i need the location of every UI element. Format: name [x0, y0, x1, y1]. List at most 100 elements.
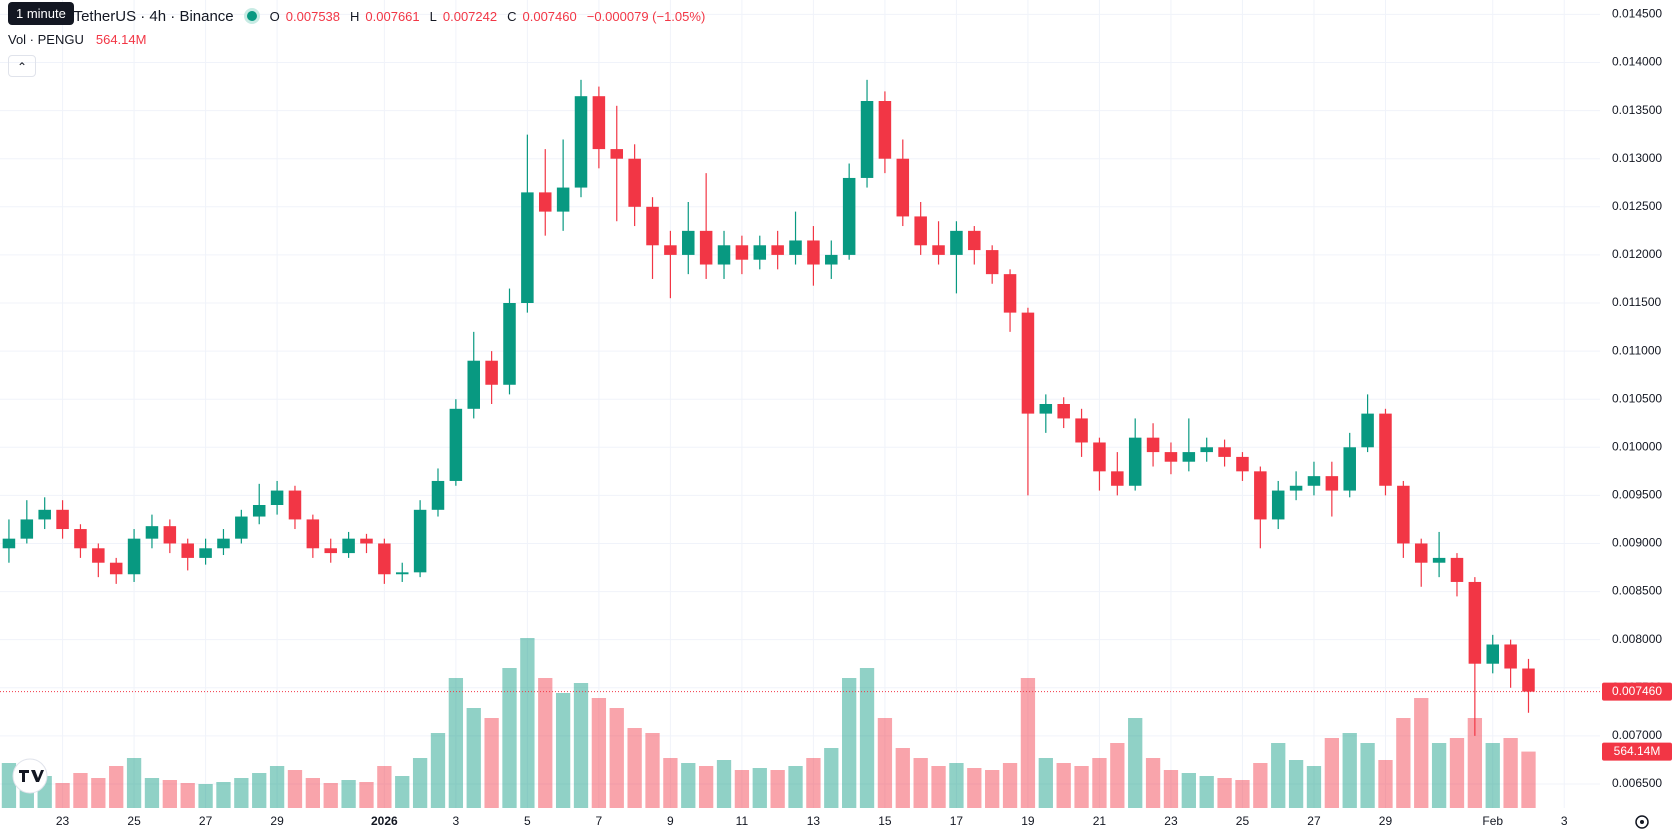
volume-bar [1503, 738, 1518, 808]
candle-body [789, 240, 802, 255]
candle-body [1414, 543, 1428, 563]
volume-bar [198, 784, 213, 808]
candle-body [592, 96, 606, 150]
candle-body [1504, 644, 1517, 669]
volume-bar [466, 708, 481, 808]
y-tick-label: 0.009000 [1612, 536, 1662, 550]
ohlc-value: 0.007661 [365, 8, 420, 24]
y-tick-label: 0.006500 [1612, 776, 1662, 790]
ohlc-key: H [350, 8, 360, 24]
volume-bar [788, 766, 803, 808]
volume-bar [162, 780, 177, 808]
volume-bar [1485, 743, 1500, 808]
y-tick-label: 0.010500 [1612, 391, 1662, 405]
candle-body [38, 509, 51, 520]
y-tick-label: 0.011500 [1612, 295, 1661, 309]
ohlc-key: C [507, 8, 517, 24]
candle-body [431, 480, 445, 510]
volume-bar [484, 718, 499, 808]
volume-bar [770, 770, 785, 808]
volume-bar [395, 776, 410, 808]
candle-body [288, 490, 302, 520]
candle-body [324, 548, 337, 554]
settings-icon[interactable] [1635, 815, 1649, 829]
y-tick-label: 0.012500 [1612, 199, 1662, 213]
volume-bar [1020, 678, 1036, 808]
candle-body [92, 548, 105, 563]
candle-body [306, 519, 320, 549]
candle-body [646, 206, 659, 246]
volume-bar [985, 770, 1000, 808]
volume-bar [1199, 776, 1214, 808]
price-tag-label: 0.007460 [1612, 684, 1662, 698]
x-tick-label: 3 [1561, 814, 1568, 828]
candle-body [807, 240, 820, 265]
candle-body [1021, 312, 1035, 414]
volume-bar [1128, 718, 1143, 808]
x-tick-label: 7 [596, 814, 603, 828]
candle-body [842, 177, 856, 255]
volume-bar [412, 758, 428, 808]
volume-bar [1360, 743, 1375, 808]
volume-bar [323, 783, 338, 808]
candle-body [556, 187, 570, 212]
candle-body [1486, 644, 1499, 664]
volume-bar [520, 638, 535, 808]
volume-value: 564.14M [95, 31, 147, 47]
collapse-button[interactable]: ⌃ [8, 55, 36, 77]
volume-bar [448, 678, 464, 808]
volume-bar [1288, 760, 1304, 808]
candle-body [878, 101, 892, 159]
candle-body [1379, 413, 1392, 486]
volume-bar [842, 678, 857, 808]
candle-body [771, 245, 784, 255]
candle-body [1236, 456, 1249, 472]
candle-body [503, 303, 516, 385]
logo [12, 758, 48, 794]
y-tick-label: 0.007000 [1612, 728, 1662, 742]
candle-body [127, 538, 141, 575]
x-tick-label: 13 [807, 814, 821, 828]
candle-body [199, 548, 212, 558]
volume-bar [1217, 778, 1232, 808]
ohlc-value: 0.007460 [522, 8, 577, 24]
volume-bar [269, 766, 285, 808]
volume-bar [1181, 773, 1196, 808]
candle-body [485, 360, 498, 385]
candle-body [1164, 452, 1178, 462]
x-tick-label: 25 [127, 814, 141, 828]
candle-body [968, 230, 981, 251]
candle-body [395, 572, 409, 575]
candle-body [1128, 437, 1142, 486]
x-tick-label: 27 [199, 814, 213, 828]
volume-bar [216, 782, 231, 808]
volume-bar [752, 768, 767, 808]
volume-label: Vol · PENGU [8, 31, 84, 47]
volume-bar [234, 778, 249, 808]
volume-bar [1396, 718, 1411, 808]
candle-body [1450, 557, 1464, 582]
candle-body [413, 509, 427, 573]
x-tick-label: Feb [1482, 814, 1503, 828]
candle-body [735, 245, 749, 260]
candle-body [950, 230, 963, 255]
volume-bar [1306, 766, 1322, 808]
candle-body [896, 158, 910, 217]
volume-bar [91, 778, 106, 808]
y-tick-label: 0.008000 [1612, 632, 1662, 646]
volume-bar [1038, 758, 1053, 808]
candle-body [538, 192, 552, 212]
volume-bar [377, 766, 392, 808]
y-tick-label: 0.012000 [1612, 247, 1662, 261]
candle-body [56, 509, 69, 530]
candle-body [1003, 274, 1017, 313]
candle-body [699, 230, 713, 265]
candle-body [449, 408, 463, 481]
volume-bar [913, 758, 928, 808]
volume-bar [73, 773, 88, 808]
candle-body [235, 516, 248, 539]
candle-body [1146, 437, 1160, 453]
candle-body [74, 529, 87, 549]
candle-body [1254, 471, 1267, 520]
